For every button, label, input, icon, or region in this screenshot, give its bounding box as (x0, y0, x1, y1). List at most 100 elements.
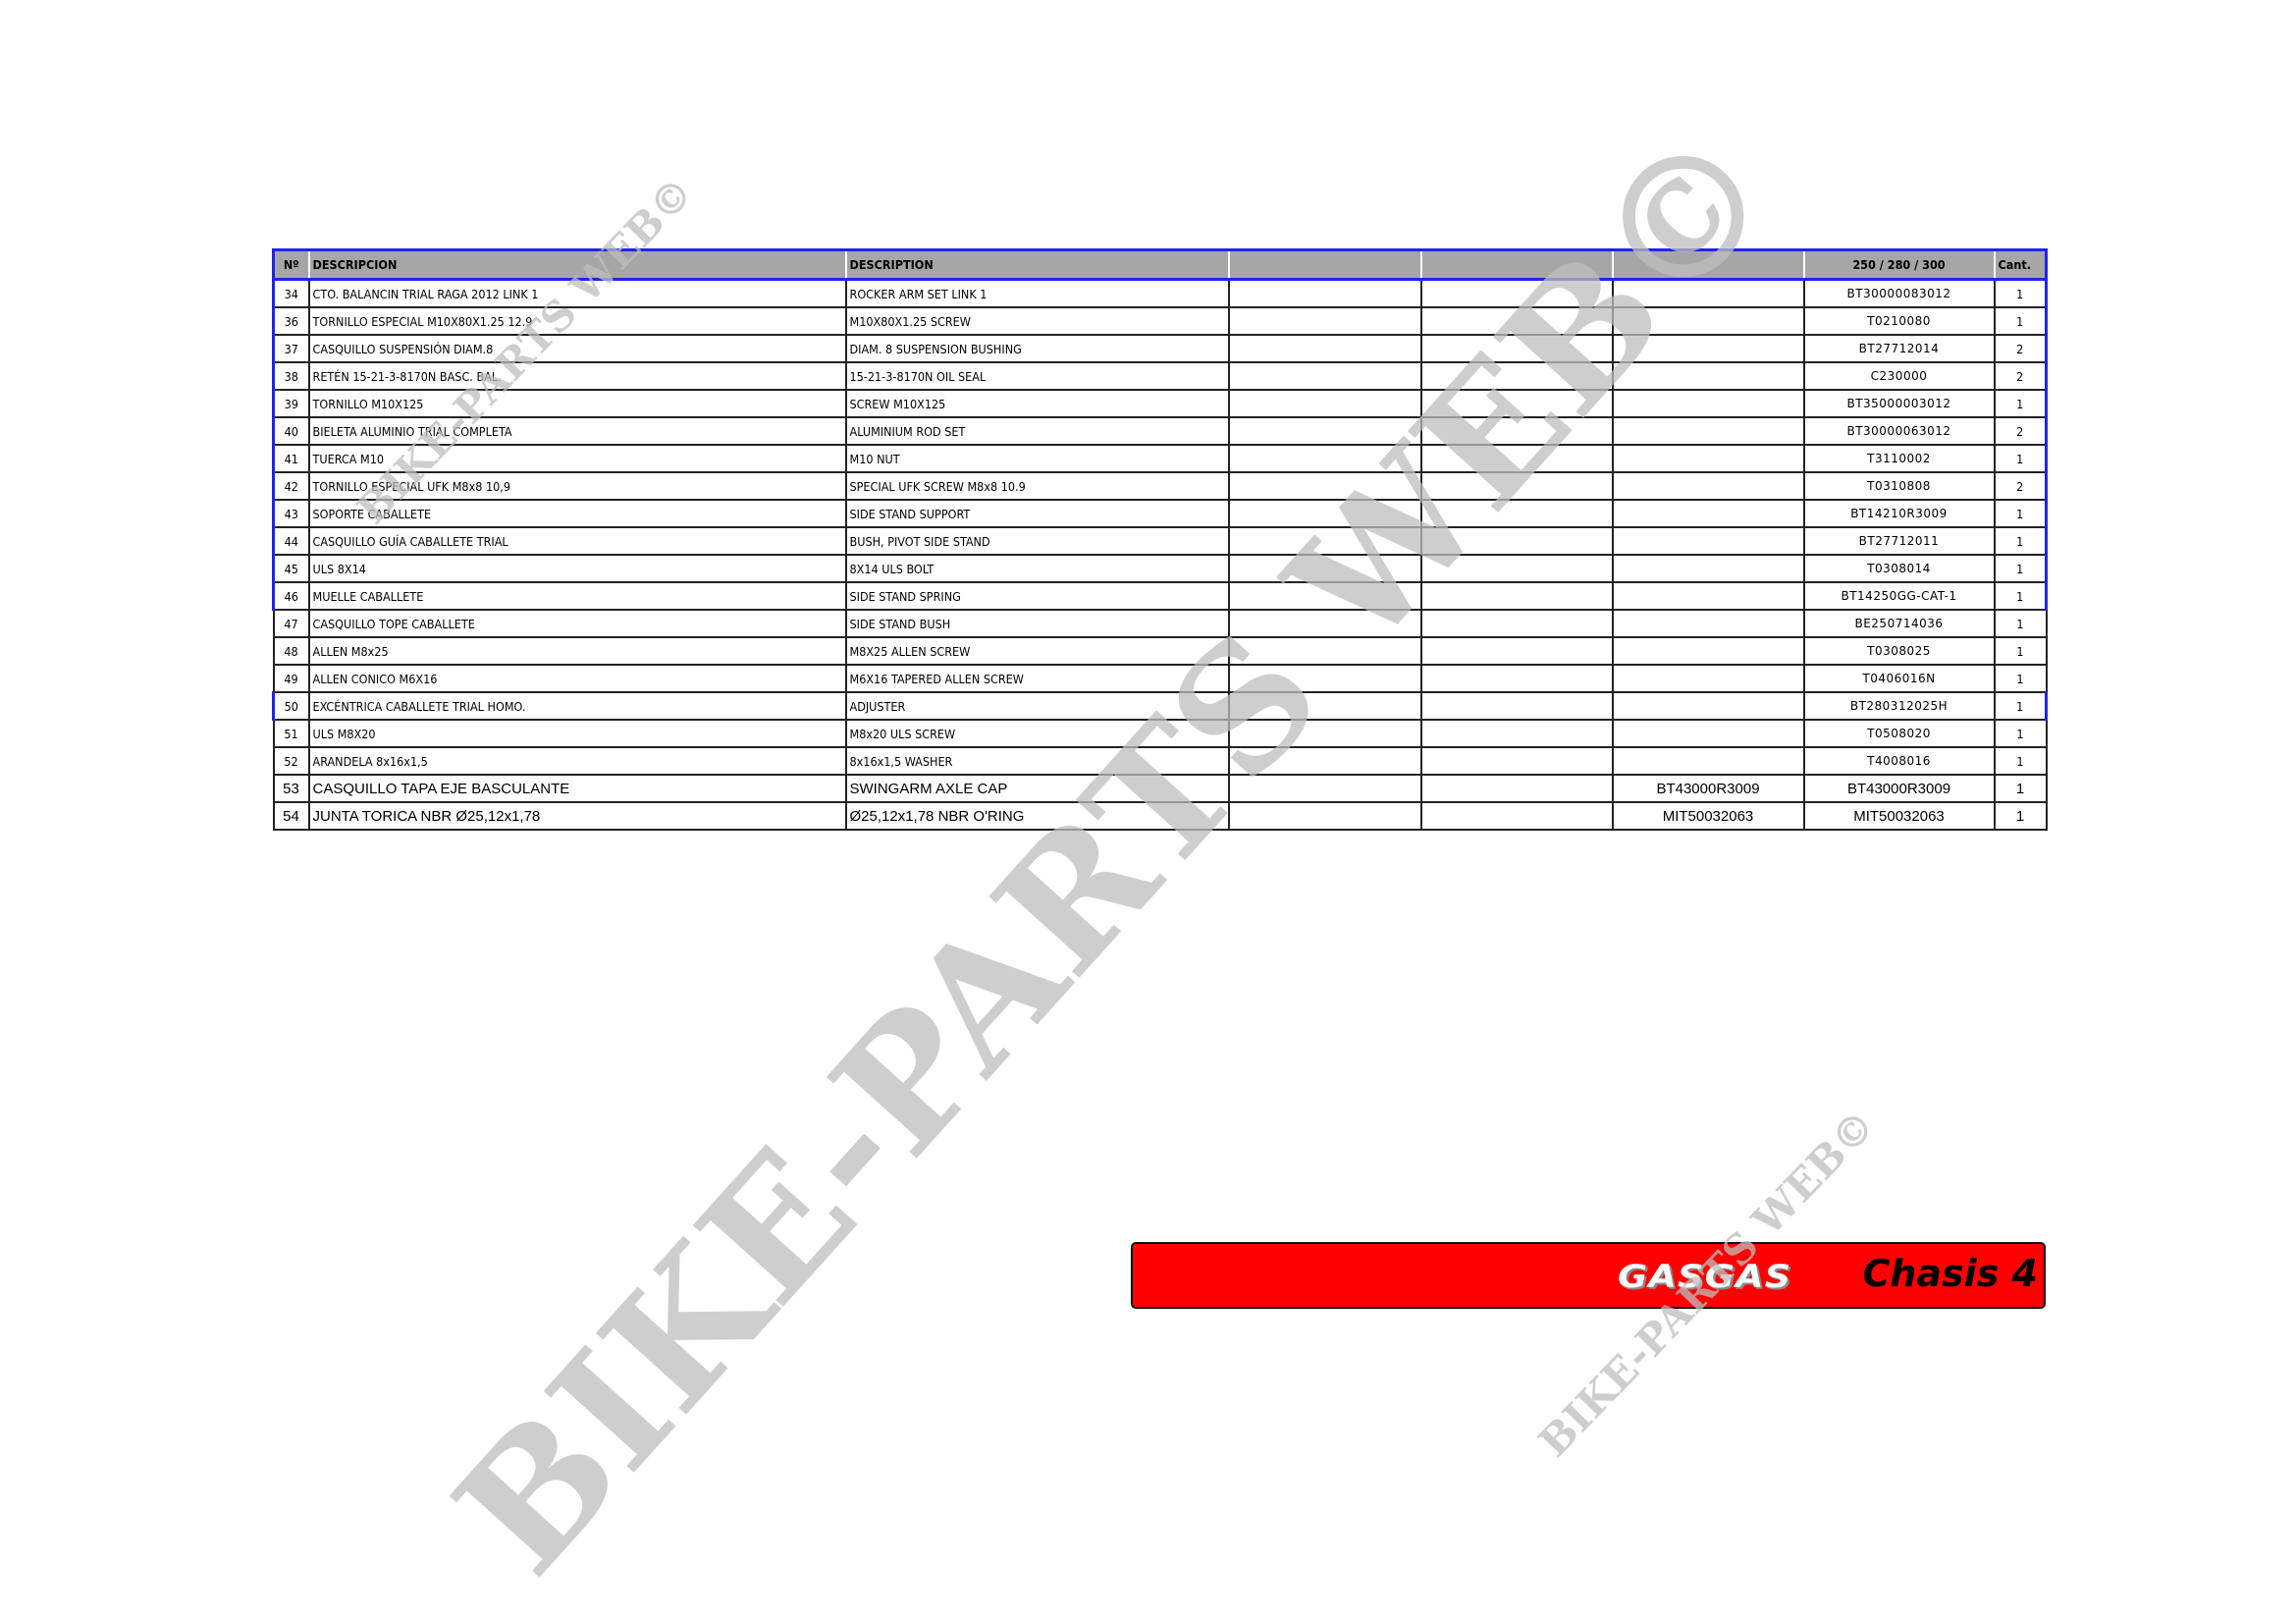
header-empty-3 (1611, 248, 1805, 281)
description-es: TORNILLO ESPECIAL M10X80X1.25 12.9 (307, 306, 847, 336)
description-es: SOPORTE CABALLETE (307, 499, 847, 528)
extra-col-2 (1419, 774, 1614, 803)
quantity: 1 (1993, 664, 2048, 693)
row-number: 50 (272, 691, 310, 721)
extra-col-3 (1611, 526, 1805, 556)
description-en: ROCKER ARM SET LINK 1 (844, 278, 1230, 308)
quantity: 1 (1993, 306, 2048, 336)
row-number: 42 (272, 471, 310, 501)
table-row: 49 ALLEN CONICO M6X16 M6X16 TAPERED ALLEN … (272, 664, 2048, 693)
quantity: 2 (1993, 334, 2048, 363)
part-reference: T0310808 (1802, 471, 1996, 501)
extra-col-2 (1419, 691, 1614, 721)
extra-col-1 (1227, 361, 1422, 391)
description-en: M6X16 TAPERED ALLEN SCREW (844, 664, 1230, 693)
extra-col-2 (1419, 719, 1614, 748)
row-number: 40 (272, 416, 310, 446)
header-number: Nº (272, 248, 310, 281)
table-row: 47 CASQUILLO TOPE CABALLETE SIDE STAND BUS… (272, 609, 2048, 638)
extra-col-1 (1227, 389, 1422, 418)
extra-col-2 (1419, 609, 1614, 638)
extra-col-2 (1419, 278, 1614, 308)
table-row: 36 TORNILLO ESPECIAL M10X80X1.25 12.9 M10… (272, 306, 2048, 336)
table-row: 48 ALLEN M8x25 M8X25 ALLEN SCREW T0308025 1 (272, 636, 2048, 666)
table-row: 39 TORNILLO M10X125 SCREW M10X125 BT3500000… (272, 389, 2048, 418)
extra-col-1 (1227, 664, 1422, 693)
extra-col-1 (1227, 609, 1422, 638)
extra-col-1 (1227, 746, 1422, 776)
part-reference: T4008016 (1802, 746, 1996, 776)
table-header-row: Nº DESCRIPCION DESCRIPTION 250 / 280 / 3… (272, 248, 2048, 281)
extra-col-2 (1419, 801, 1614, 831)
part-reference: T0308025 (1802, 636, 1996, 666)
quantity: 1 (1993, 278, 2048, 308)
header-descripcion: DESCRIPCION (307, 248, 847, 281)
section-title: Chasis 4 (1862, 1252, 2038, 1295)
description-es: JUNTA TORICA NBR Ø25,12x1,78 (307, 801, 847, 831)
row-number: 52 (272, 746, 310, 776)
part-reference: BT14250GG-CAT-1 (1802, 581, 1996, 611)
header-quantity: Cant. (1993, 248, 2048, 281)
extra-col-3 (1611, 334, 1805, 363)
part-reference: T0406016N (1802, 664, 1996, 693)
table-row: 46 MUELLE CABALLETE SIDE STAND SPRING BT142… (272, 581, 2048, 611)
quantity: 1 (1993, 526, 2048, 556)
extra-col-1 (1227, 801, 1422, 831)
row-number: 53 (272, 774, 310, 803)
footer-banner: GASGAS Chasis 4 (1131, 1242, 2046, 1309)
part-reference: MIT50032063 (1802, 801, 1996, 831)
description-en: SCREW M10X125 (844, 389, 1230, 418)
extra-col-2 (1419, 746, 1614, 776)
description-en: 8x16x1,5 WASHER (844, 746, 1230, 776)
description-es: CASQUILLO TOPE CABALLETE (307, 609, 847, 638)
extra-col-1 (1227, 416, 1422, 446)
extra-col-2 (1419, 554, 1614, 583)
row-number: 34 (272, 278, 310, 308)
row-number: 46 (272, 581, 310, 611)
description-en: SWINGARM AXLE CAP (844, 774, 1230, 803)
extra-col-2 (1419, 306, 1614, 336)
quantity: 1 (1993, 801, 2048, 831)
quantity: 1 (1993, 746, 2048, 776)
extra-col-3 (1611, 361, 1805, 391)
table-row: 38 RETÉN 15-21-3-8170N BASC. BAL. 15-21-3-… (272, 361, 2048, 391)
extra-col-1 (1227, 636, 1422, 666)
extra-col-3 (1611, 581, 1805, 611)
description-es: CASQUILLO SUSPENSIÓN DIAM.8 (307, 334, 847, 363)
description-en: Ø25,12x1,78 NBR O'RING (844, 801, 1230, 831)
extra-col-1 (1227, 526, 1422, 556)
description-en: SIDE STAND SPRING (844, 581, 1230, 611)
description-en: BUSH, PIVOT SIDE STAND (844, 526, 1230, 556)
part-reference: BT30000063012 (1802, 416, 1996, 446)
extra-col-1 (1227, 334, 1422, 363)
description-en: 8X14 ULS BOLT (844, 554, 1230, 583)
quantity: 1 (1993, 581, 2048, 611)
description-es: TUERCA M10 (307, 444, 847, 473)
header-description: DESCRIPTION (844, 248, 1230, 281)
row-number: 36 (272, 306, 310, 336)
description-es: TORNILLO M10X125 (307, 389, 847, 418)
quantity: 2 (1993, 361, 2048, 391)
description-en: DIAM. 8 SUSPENSION BUSHING (844, 334, 1230, 363)
description-en: 15-21-3-8170N OIL SEAL (844, 361, 1230, 391)
header-models: 250 / 280 / 300 (1802, 248, 1996, 281)
row-number: 49 (272, 664, 310, 693)
description-es: BIELETA ALUMINIO TRIAL COMPLETA (307, 416, 847, 446)
extra-col-3 (1611, 691, 1805, 721)
extra-col-3 (1611, 389, 1805, 418)
gasgas-logo: GASGAS (1618, 1258, 1792, 1295)
extra-col-1 (1227, 581, 1422, 611)
extra-col-1 (1227, 554, 1422, 583)
row-number: 44 (272, 526, 310, 556)
extra-col-3 (1611, 746, 1805, 776)
table-row: 51 ULS M8X20 M8x20 ULS SCREW T0508020 1 (272, 719, 2048, 748)
part-reference: BT35000003012 (1802, 389, 1996, 418)
extra-col-3 (1611, 499, 1805, 528)
extra-col-2 (1419, 361, 1614, 391)
part-reference: BT27712011 (1802, 526, 1996, 556)
extra-col-3 (1611, 471, 1805, 501)
part-reference: T0308014 (1802, 554, 1996, 583)
description-es: ULS M8X20 (307, 719, 847, 748)
extra-col-3 (1611, 719, 1805, 748)
quantity: 1 (1993, 636, 2048, 666)
